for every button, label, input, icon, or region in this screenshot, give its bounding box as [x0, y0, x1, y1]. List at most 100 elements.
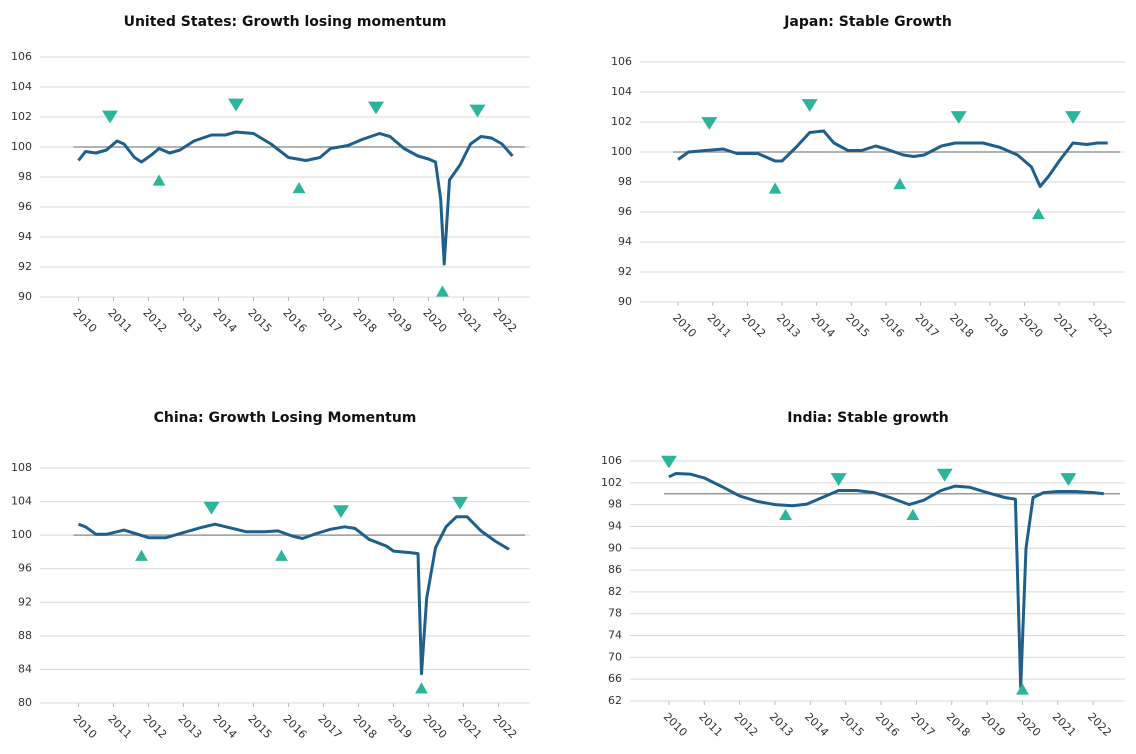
- panel: China: Growth Losing Momentum 80 84 88 92 96 1…: [11, 410, 530, 741]
- x-tick-label: 2021: [1051, 311, 1080, 340]
- y-tick-label: 100: [11, 528, 32, 541]
- x-tick-label: 2013: [774, 311, 803, 340]
- x-tick-label: 2013: [767, 710, 796, 739]
- y-tick-label: 102: [611, 115, 632, 128]
- x-tick-label: 2011: [105, 712, 134, 741]
- peak-marker: [469, 104, 486, 118]
- x-tick-label: 2022: [1086, 311, 1115, 340]
- x-tick-label: 2016: [280, 712, 309, 741]
- x-tick-label: 2017: [315, 306, 344, 335]
- x-tick-label: 2012: [739, 311, 768, 340]
- x-tick-label: 2010: [670, 311, 699, 340]
- x-tick-label: 2019: [385, 306, 414, 335]
- peak-marker: [1065, 111, 1082, 124]
- trough-marker: [1016, 683, 1029, 695]
- x-tick-label: 2018: [350, 306, 379, 335]
- x-tick-label: 2017: [912, 311, 941, 340]
- y-tick-label: 78: [608, 607, 622, 620]
- y-tick-label: 94: [618, 235, 632, 248]
- peak-marker: [701, 117, 718, 130]
- panel: India: Stable growth 62 66 70 74 78 82 86 90 94 98…: [601, 410, 1125, 739]
- y-tick-label: 62: [608, 694, 622, 707]
- trough-marker: [768, 182, 782, 194]
- x-tick-label: 2010: [70, 306, 99, 335]
- y-tick-label: 80: [18, 696, 32, 709]
- panel: United States: Growth losing momentum 90 9…: [11, 14, 530, 335]
- y-tick-label: 86: [608, 563, 622, 576]
- y-tick-label: 92: [18, 260, 32, 273]
- peak-marker: [936, 468, 953, 482]
- y-tick-label: 84: [18, 662, 32, 675]
- panel: Japan: Stable Growth 90 92 94 96 98 100 102 104 1…: [611, 14, 1125, 340]
- trough-marker: [275, 549, 288, 561]
- x-tick-label: 2021: [1050, 710, 1079, 739]
- y-tick-label: 74: [608, 629, 622, 642]
- x-tick-label: 2019: [982, 311, 1011, 340]
- y-tick-label: 94: [18, 230, 32, 243]
- y-tick-label: 98: [18, 170, 32, 183]
- peak-marker: [830, 473, 847, 486]
- x-tick-label: 2012: [731, 710, 760, 739]
- peak-marker: [368, 101, 384, 115]
- chart-title: China: Growth Losing Momentum: [154, 410, 417, 426]
- peak-marker: [333, 505, 349, 519]
- peak-marker: [660, 455, 677, 469]
- x-tick-label: 2018: [350, 712, 379, 741]
- line: [668, 472, 1104, 689]
- line: [77, 515, 510, 676]
- peak-marker: [801, 99, 818, 112]
- y-tick-label: 92: [18, 595, 32, 608]
- y-tick-label: 98: [608, 498, 622, 511]
- trough-marker: [893, 177, 907, 190]
- x-tick-label: 2010: [70, 712, 99, 741]
- x-tick-label: 2019: [385, 712, 414, 741]
- y-tick-label: 100: [611, 145, 632, 158]
- x-tick-label: 2017: [315, 712, 344, 741]
- y-tick-label: 90: [618, 295, 632, 308]
- line: [77, 130, 514, 266]
- trough-marker: [135, 549, 148, 561]
- y-tick-label: 106: [601, 454, 622, 467]
- y-tick-label: 100: [11, 140, 32, 153]
- line: [677, 129, 1108, 188]
- peak-marker: [203, 501, 220, 515]
- y-tick-label: 94: [608, 519, 622, 532]
- y-tick-label: 104: [11, 495, 32, 508]
- x-tick-label: 2018: [944, 710, 973, 739]
- x-tick-label: 2012: [140, 306, 169, 335]
- chart-title: India: Stable growth: [787, 410, 948, 426]
- x-tick-label: 2013: [175, 306, 204, 335]
- y-tick-label: 96: [618, 205, 632, 218]
- trough-marker: [906, 508, 920, 521]
- x-tick-label: 2014: [210, 306, 239, 335]
- y-tick-label: 82: [608, 585, 622, 598]
- y-tick-label: 106: [611, 55, 632, 68]
- x-tick-label: 2021: [455, 712, 484, 741]
- y-tick-label: 108: [11, 461, 32, 474]
- peak-marker: [1060, 473, 1077, 486]
- x-tick-label: 2014: [802, 710, 831, 739]
- trough-marker: [436, 285, 449, 297]
- x-tick-label: 2010: [661, 710, 690, 739]
- y-tick-label: 98: [618, 175, 632, 188]
- trough-marker: [292, 181, 306, 194]
- y-tick-label: 90: [18, 290, 32, 303]
- y-tick-label: 70: [608, 650, 622, 663]
- trough-marker: [779, 508, 792, 521]
- x-tick-label: 2021: [455, 306, 484, 335]
- x-tick-label: 2020: [1014, 710, 1043, 739]
- x-tick-label: 2011: [696, 710, 725, 739]
- peak-marker: [452, 496, 468, 510]
- x-tick-label: 2014: [809, 311, 838, 340]
- x-tick-label: 2011: [105, 306, 134, 335]
- y-tick-label: 102: [601, 476, 622, 489]
- chart-title: United States: Growth losing momentum: [124, 14, 447, 30]
- x-tick-label: 2015: [838, 710, 867, 739]
- chart-title: Japan: Stable Growth: [783, 14, 952, 30]
- y-tick-label: 104: [11, 80, 32, 93]
- x-tick-label: 2022: [490, 712, 519, 741]
- x-tick-label: 2012: [140, 712, 169, 741]
- y-tick-label: 92: [618, 265, 632, 278]
- x-tick-label: 2013: [175, 712, 204, 741]
